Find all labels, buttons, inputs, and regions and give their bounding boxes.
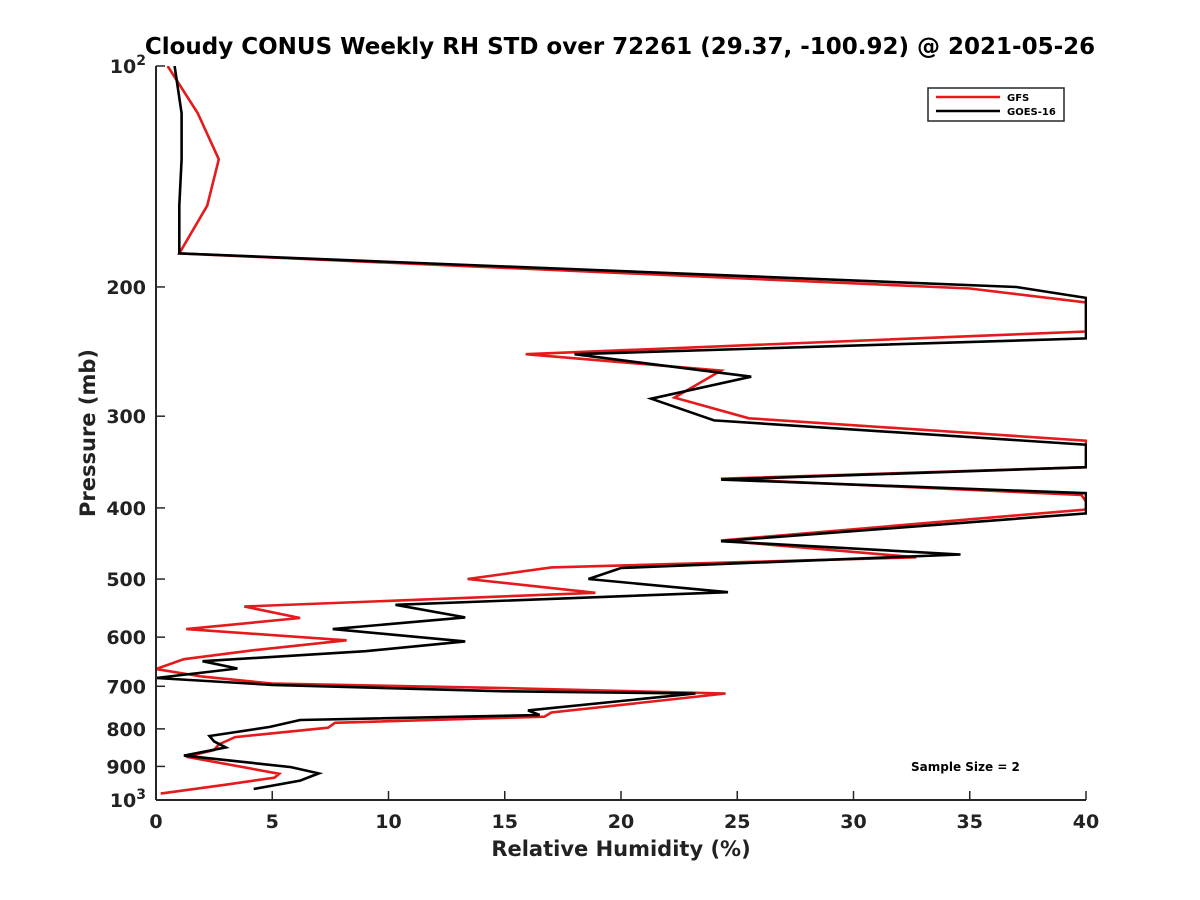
series-line-gfs — [156, 66, 1087, 795]
y-axis-label: Pressure (mb) — [76, 349, 100, 517]
legend: GFS GOES-16 — [927, 87, 1065, 122]
x-tick-label: 5 — [266, 811, 279, 833]
x-tick-label: 20 — [608, 811, 634, 833]
y-tick-label: 200 — [106, 277, 146, 299]
y-ticks: 102 200 300 400 500 600 700 800 900 103 — [106, 53, 165, 812]
x-tick-label: 25 — [724, 811, 750, 833]
y-tick-label: 103 — [110, 787, 146, 812]
chart-title: Cloudy CONUS Weekly RH STD over 72261 (2… — [145, 34, 1095, 60]
x-tick-label: 10 — [375, 811, 401, 833]
x-tick-label: 40 — [1073, 811, 1099, 833]
y-tick-label: 400 — [106, 498, 146, 520]
sample-size-annotation: Sample Size = 2 — [911, 760, 1020, 774]
series-line-goes16 — [156, 66, 1087, 791]
x-tick-label: 35 — [957, 811, 983, 833]
x-axis-label: Relative Humidity (%) — [491, 837, 750, 861]
x-tick-label: 15 — [492, 811, 518, 833]
legend-label-goes16: GOES-16 — [1007, 107, 1056, 118]
y-tick-label: 500 — [106, 569, 146, 591]
plot-area — [156, 66, 1087, 795]
y-tick-label: 102 — [110, 53, 146, 78]
legend-label-gfs: GFS — [1007, 93, 1029, 104]
y-tick-label: 900 — [106, 756, 146, 778]
x-ticks: 0 5 10 15 20 25 30 35 40 — [149, 791, 1099, 833]
y-tick-label: 700 — [106, 676, 146, 698]
x-tick-label: 0 — [149, 811, 162, 833]
x-tick-label: 30 — [840, 811, 866, 833]
y-tick-label: 800 — [106, 719, 146, 741]
legend-box — [927, 87, 1065, 122]
y-tick-label: 300 — [106, 406, 146, 428]
y-tick-label: 600 — [106, 627, 146, 649]
